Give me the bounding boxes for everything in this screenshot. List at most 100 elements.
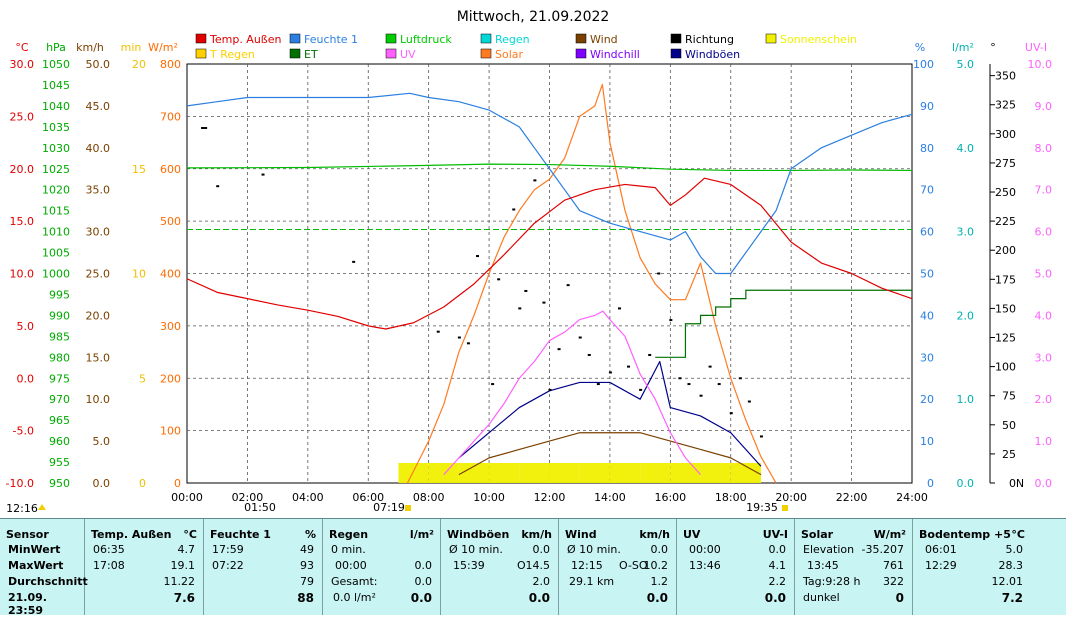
wind-unit: km/h bbox=[639, 528, 670, 541]
temp-max-value: 19.1 bbox=[170, 559, 196, 572]
left-axis-tick: 0 bbox=[174, 477, 181, 490]
legend-swatch bbox=[765, 33, 777, 44]
sunset-marker bbox=[782, 505, 788, 511]
left-axis-tick: 1050 bbox=[42, 58, 70, 71]
feuchte-unit: % bbox=[304, 528, 316, 541]
richtung-point bbox=[729, 412, 733, 415]
richtung-point bbox=[491, 383, 495, 386]
regen-gesamt-value: 0.0 bbox=[414, 575, 433, 588]
richtung-point bbox=[747, 400, 751, 403]
boeen-unit: km/h bbox=[521, 528, 552, 541]
right-axis-tick: 100 bbox=[995, 361, 1016, 374]
series-et bbox=[655, 289, 912, 358]
summary-uv-column: UV UV-I 00:00 0.0 13:46 4.1 2.2 0.0 bbox=[677, 519, 795, 615]
richtung-point bbox=[204, 127, 208, 130]
right-axis-tick: 40 bbox=[920, 309, 934, 322]
boden-min-value: 5.0 bbox=[1005, 543, 1024, 556]
left-axis-tick: 970 bbox=[49, 393, 70, 406]
left-axis-tick: 1045 bbox=[42, 79, 70, 92]
right-axis-tick: 6.0 bbox=[1035, 226, 1053, 239]
right-axis-tick: 4.0 bbox=[957, 142, 975, 155]
richtung-point bbox=[608, 371, 612, 374]
boden-max-value: 28.3 bbox=[998, 559, 1024, 572]
temp-max-time: 17:08 bbox=[93, 559, 125, 572]
uv-avg-value: 2.2 bbox=[768, 575, 787, 588]
richtung-point bbox=[759, 435, 763, 438]
left-axis-tick: -5.0 bbox=[13, 425, 34, 438]
left-axis-tick: 20.0 bbox=[10, 163, 35, 176]
legend-label: Regen bbox=[495, 33, 530, 46]
temp-unit: °C bbox=[183, 528, 197, 541]
summary-temp-column: Temp. Außen °C 06:35 4.7 17:08 19.1 11.22 … bbox=[85, 519, 204, 615]
left-axis-unit: hPa bbox=[46, 41, 66, 54]
right-axis-tick: 80 bbox=[920, 142, 934, 155]
right-axis-tick: 7.0 bbox=[1035, 184, 1053, 197]
richtung-point bbox=[466, 342, 470, 345]
sunshine-bar bbox=[670, 463, 701, 483]
uv-max-time: 13:46 bbox=[689, 559, 721, 572]
left-axis-tick: 700 bbox=[160, 110, 181, 123]
legend-swatch bbox=[670, 48, 682, 59]
right-axis-tick: 50 bbox=[1002, 419, 1016, 432]
richtung-point bbox=[557, 348, 561, 351]
right-axis-tick: 4.0 bbox=[1035, 309, 1053, 322]
boeen-avg-day-value: 2.0 bbox=[532, 575, 551, 588]
left-axis-tick: 0.0 bbox=[17, 372, 35, 385]
sunshine-bar bbox=[519, 463, 550, 483]
left-axis-tick: 30.0 bbox=[10, 58, 35, 71]
feuchte-min-value: 49 bbox=[300, 543, 314, 556]
left-axis-tick: 1020 bbox=[42, 184, 70, 197]
left-axis-tick: 5.0 bbox=[93, 435, 111, 448]
summary-solar-column: Solar W/m² Elevation -35.207 13:45 761 Tag… bbox=[795, 519, 913, 615]
richtung-point bbox=[578, 336, 582, 339]
legend-swatch bbox=[480, 33, 492, 44]
x-axis-tick: 08:00 bbox=[413, 491, 445, 504]
right-axis-tick: 20 bbox=[920, 393, 934, 406]
right-axis-unit: l/m² bbox=[952, 41, 974, 54]
left-axis-tick: 200 bbox=[160, 372, 181, 385]
solar-unit: W/m² bbox=[873, 528, 906, 541]
solar-current-value: 0 bbox=[895, 591, 904, 605]
left-axis-tick: 300 bbox=[160, 320, 181, 333]
moonrise-marker bbox=[38, 504, 46, 510]
left-axis-tick: 600 bbox=[160, 163, 181, 176]
richtung-point bbox=[261, 173, 265, 176]
solar-header: Solar bbox=[801, 528, 834, 541]
series-wind bbox=[458, 432, 762, 476]
x-axis-tick: 20:00 bbox=[775, 491, 807, 504]
legend-label: Wind bbox=[590, 33, 618, 46]
sunshine-bar bbox=[458, 463, 490, 483]
chart-svg: Mittwoch, 21.09.2022 Temp. Außen Feuchte 1… bbox=[6, 9, 1053, 515]
right-axis-tick: 225 bbox=[995, 215, 1016, 228]
left-axis-tick: 960 bbox=[49, 435, 70, 448]
boden-unit: °C bbox=[1011, 528, 1025, 541]
wind-max-direction: O-SO bbox=[619, 559, 648, 572]
left-axis-tick: 0 bbox=[139, 477, 146, 490]
left-axis-tick: 800 bbox=[160, 58, 181, 71]
richtung-point bbox=[687, 383, 691, 386]
summary-sensor-column: Sensor MinWert MaxWert Durchschnitt 21.0… bbox=[0, 519, 88, 617]
left-axis-tick: 1030 bbox=[42, 142, 70, 155]
left-axis-tick: 1015 bbox=[42, 205, 70, 218]
left-axis-tick: 955 bbox=[49, 456, 70, 469]
richtung-point bbox=[639, 388, 643, 391]
right-axis-tick: 70 bbox=[920, 184, 934, 197]
left-axis-tick: 950 bbox=[49, 477, 70, 490]
legend-swatch bbox=[195, 48, 207, 59]
legend-swatch bbox=[289, 33, 301, 44]
left-axis-tick: 25.0 bbox=[86, 268, 111, 281]
boeen-header: Windböen bbox=[447, 528, 510, 541]
richtung-point bbox=[566, 284, 570, 287]
right-axis-tick: 175 bbox=[995, 273, 1016, 286]
left-axis-tick: 500 bbox=[160, 215, 181, 228]
right-axis-tick: 1.0 bbox=[957, 393, 975, 406]
regen-duration: 0 min. bbox=[331, 543, 366, 556]
legend-swatch bbox=[195, 33, 207, 44]
right-axis-tick: 125 bbox=[995, 332, 1016, 345]
right-axis-tick: 30 bbox=[920, 351, 934, 364]
left-axis-tick: 980 bbox=[49, 351, 70, 364]
right-axis-tick: 3.0 bbox=[1035, 351, 1053, 364]
wind-header: Wind bbox=[565, 528, 597, 541]
right-axis-tick: 250 bbox=[995, 186, 1016, 199]
right-axis-tick: 2.0 bbox=[957, 309, 975, 322]
